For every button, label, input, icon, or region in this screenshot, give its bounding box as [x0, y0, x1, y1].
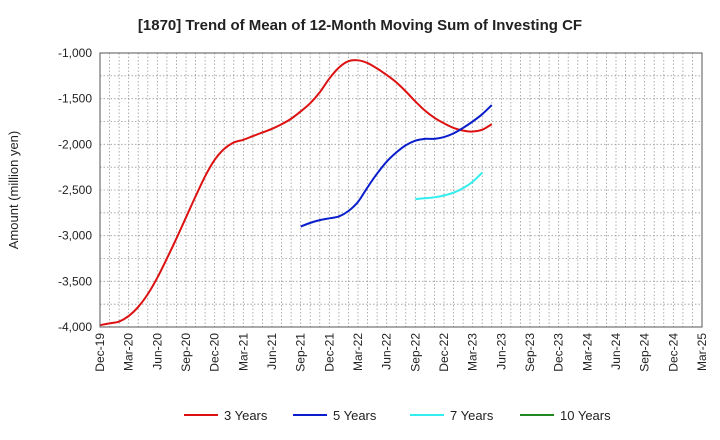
x-tick-label: Dec-21 [322, 333, 336, 372]
series-lines [99, 59, 493, 327]
y-tick-label: -2,500 [58, 183, 92, 197]
x-tick-label: Sep-22 [408, 333, 422, 372]
x-axis-ticks: Dec-19 Mar-20 Jun-20 Sep-20 Dec-20 Mar-21 Jun-… [93, 333, 709, 372]
y-tick-label: -1,000 [58, 46, 92, 60]
x-tick-label: Dec-23 [552, 333, 566, 372]
x-tick-label: Mar-24 [580, 333, 594, 371]
y-tick-label: -2,000 [58, 137, 92, 151]
x-tick-label: Dec-22 [437, 333, 451, 372]
x-tick-label: Jun-20 [150, 333, 164, 370]
chart-title: [1870] Trend of Mean of 12-Month Moving … [138, 17, 582, 34]
x-tick-label: Mar-22 [351, 333, 365, 371]
legend: 3 Years 5 Years 7 Years 10 Years [184, 408, 611, 423]
y-tick-label: -3,500 [58, 274, 92, 288]
legend-label: 3 Years [224, 408, 268, 423]
x-tick-label: Sep-24 [638, 333, 652, 372]
x-tick-label: Mar-20 [122, 333, 136, 371]
y-tick-label: -4,000 [58, 320, 92, 334]
y-axis-ticks: -1,000 -1,500 -2,000 -2,500 -3,000 -3,500 -4,0… [58, 46, 92, 334]
x-tick-label: Mar-23 [466, 333, 480, 371]
legend-label: 5 Years [333, 408, 377, 423]
x-tick-label: Jun-21 [265, 333, 279, 370]
series-line-3-years [99, 59, 493, 327]
x-tick-label: Dec-24 [666, 333, 680, 372]
x-tick-label: Sep-20 [179, 333, 193, 372]
y-tick-label: -1,500 [58, 92, 92, 106]
x-tick-label: Sep-21 [294, 333, 308, 372]
y-tick-label: -3,000 [58, 229, 92, 243]
plot-frame [99, 52, 703, 328]
x-tick-label: Mar-21 [236, 333, 250, 371]
x-tick-label: Mar-25 [695, 333, 709, 371]
x-tick-label: Jun-22 [380, 333, 394, 370]
x-tick-label: Jun-23 [494, 333, 508, 370]
x-tick-label: Sep-23 [523, 333, 537, 372]
series-line-7-years [415, 171, 483, 201]
x-tick-label: Jun-24 [609, 333, 623, 370]
y-axis-label: Amount (million yen) [6, 131, 21, 250]
x-tick-label: Dec-20 [208, 333, 222, 372]
grid [99, 52, 703, 328]
legend-label: 7 Years [450, 408, 494, 423]
legend-label: 10 Years [560, 408, 611, 423]
x-tick-label: Dec-19 [93, 333, 107, 372]
series-line-5-years [300, 104, 493, 228]
